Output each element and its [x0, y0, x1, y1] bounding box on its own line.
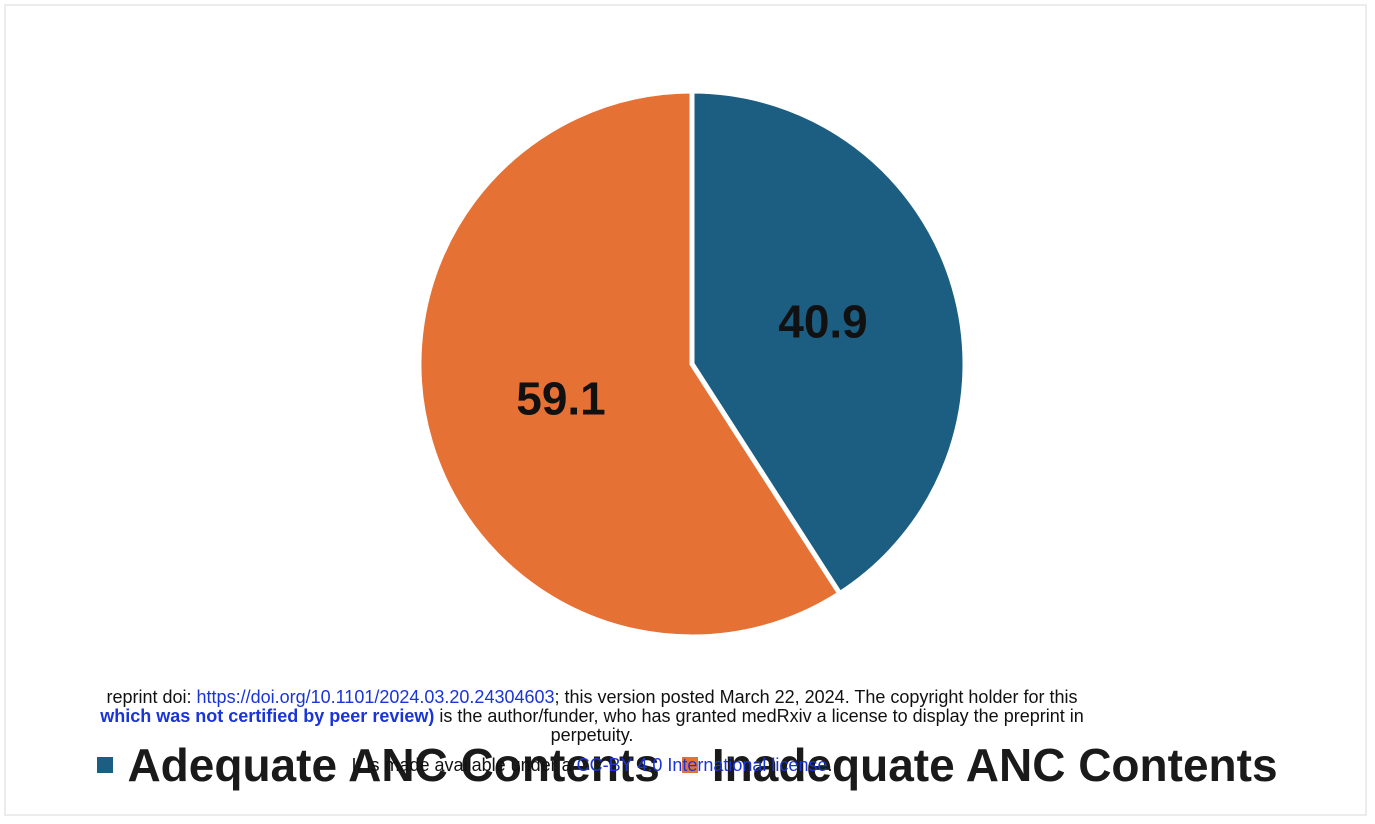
pie-slice-2	[416, 88, 843, 640]
notice-text: .	[827, 755, 833, 775]
figure-frame	[4, 4, 1367, 816]
legend-swatch	[681, 757, 698, 773]
notice-line-2: which was not certified by peer review) …	[0, 707, 1192, 726]
notice-text: is the author/funder, who has granted me…	[434, 706, 1084, 726]
legend-label: Adequate ANC Contents	[127, 739, 660, 791]
notice-text: reprint doi:	[106, 687, 197, 707]
legend-item-2: Inadequate ANC Contents	[681, 738, 1278, 792]
notice-text: ; this version posted March 22, 2024. Th…	[554, 687, 1078, 707]
doi-link[interactable]: https://doi.org/10.1101/2024.03.20.24304…	[196, 687, 555, 707]
notice-line-3: perpetuity.	[550, 725, 634, 745]
slice-value-label: 59.1	[516, 373, 606, 425]
chart-legend: Adequate ANC Contents Inadequate ANC Cont…	[0, 733, 1375, 797]
notice-line-1: reprint doi: https://doi.org/10.1101/202…	[0, 688, 1192, 707]
peer-review-note: which was not certified by peer review)	[100, 706, 435, 726]
pie-chart: 40.9 59.1	[416, 88, 965, 640]
legend-label: Inadequate ANC Contents	[711, 739, 1278, 791]
legend-swatch	[97, 757, 114, 773]
license-link[interactable]: CC-BY 4.0 International license	[576, 755, 828, 775]
preprint-notice: reprint doi: https://doi.org/10.1101/202…	[0, 688, 1192, 745]
notice-text: It is made available under a	[351, 755, 577, 775]
slice-value-label: 40.9	[778, 296, 868, 348]
notice-line-4: It is made available under a CC-BY 4.0 I…	[0, 755, 1192, 776]
legend-item-1: Adequate ANC Contents	[97, 738, 660, 792]
